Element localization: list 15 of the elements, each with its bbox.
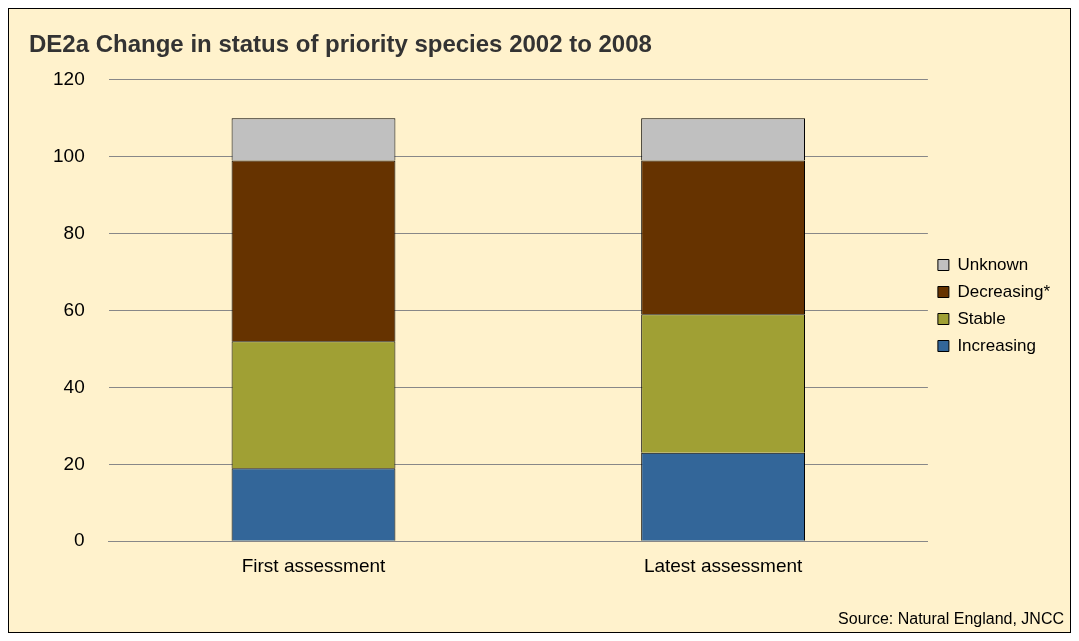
y-tick-label: 20 [63,452,85,474]
legend-label: Stable [957,308,1006,328]
x-tick-label: First assessment [241,554,387,576]
legend-label: Unknown [957,254,1029,274]
y-tick-label: 60 [63,298,85,320]
y-tick-label: 40 [63,375,85,397]
x-tick-label: Latest assessment [643,554,804,576]
y-tick-label: 80 [63,221,85,243]
y-tick-label: 0 [74,529,85,551]
legend-label: Increasing [957,335,1036,355]
chart-title: DE2a Change in status of priority species 2002 to 2008 [29,30,652,58]
legend-label: Decreasing* [957,281,1051,301]
y-tick-label: 120 [53,68,85,90]
y-tick-label: 100 [53,144,85,166]
source-note: Source: Natural England, JNCC [838,610,1064,628]
